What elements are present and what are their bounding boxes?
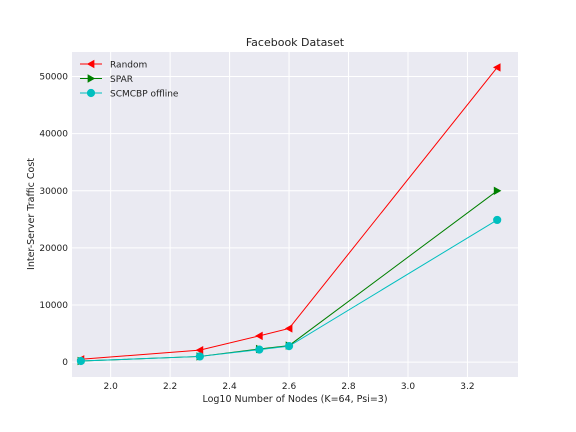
x-tick-label: 2.0 xyxy=(103,382,118,392)
data-point-random xyxy=(284,324,293,333)
chart-title: Facebook Dataset xyxy=(246,36,345,49)
legend-item-random: Random xyxy=(80,59,147,70)
data-point-scmcbp-offline xyxy=(255,345,264,354)
data-point-scmcbp-offline xyxy=(76,356,86,366)
data-point-spar xyxy=(493,186,502,195)
data-point-random xyxy=(492,63,501,72)
data-point-scmcbp-offline xyxy=(493,215,502,225)
data-point-scmcbp-offline xyxy=(284,342,294,351)
y-tick-label: 10000 xyxy=(39,301,68,311)
grid xyxy=(72,52,518,377)
legend-item-spar: SPAR xyxy=(80,74,133,85)
x-tick-label: 2.8 xyxy=(341,382,356,392)
legend-swatch-marker xyxy=(87,74,96,83)
y-axis-ticks: 0 10000 20000 30000 40000 50000 xyxy=(39,73,68,369)
data-point-scmcbp-offline xyxy=(195,352,204,361)
legend-label: SPAR xyxy=(110,75,133,85)
legend-swatch-marker xyxy=(86,59,95,69)
legend-label: Random xyxy=(110,60,147,70)
y-tick-label: 50000 xyxy=(39,73,68,83)
legend-label: SCMCBP offline xyxy=(110,89,179,99)
data-point-random xyxy=(195,345,204,355)
plot-area xyxy=(72,52,518,377)
data-point-random xyxy=(255,331,263,341)
series xyxy=(76,63,502,366)
y-axis-label: Inter-Server Traffic Cost xyxy=(26,158,37,270)
legend-item-scmcbp-offline: SCMCBP offline xyxy=(80,88,179,99)
y-tick-label: 40000 xyxy=(39,130,68,140)
y-tick-label: 30000 xyxy=(39,187,68,197)
x-axis-label: Log10 Number of Nodes (K=64, Psi=3) xyxy=(202,394,387,405)
x-axis-ticks: 2.0 2.2 2.4 2.6 2.8 3.0 3.2 xyxy=(103,382,474,392)
x-tick-label: 2.4 xyxy=(222,382,237,392)
y-tick-label: 20000 xyxy=(39,244,68,254)
x-tick-label: 3.0 xyxy=(401,382,416,392)
x-tick-label: 2.2 xyxy=(163,382,177,392)
x-tick-label: 2.6 xyxy=(282,382,297,392)
y-tick-label: 0 xyxy=(62,358,68,368)
legend-swatch-marker xyxy=(86,88,96,98)
x-tick-label: 3.2 xyxy=(460,382,474,392)
series-scmcbp-offline xyxy=(76,215,502,366)
legend: Random SPAR SCMCBP offline xyxy=(80,59,179,99)
